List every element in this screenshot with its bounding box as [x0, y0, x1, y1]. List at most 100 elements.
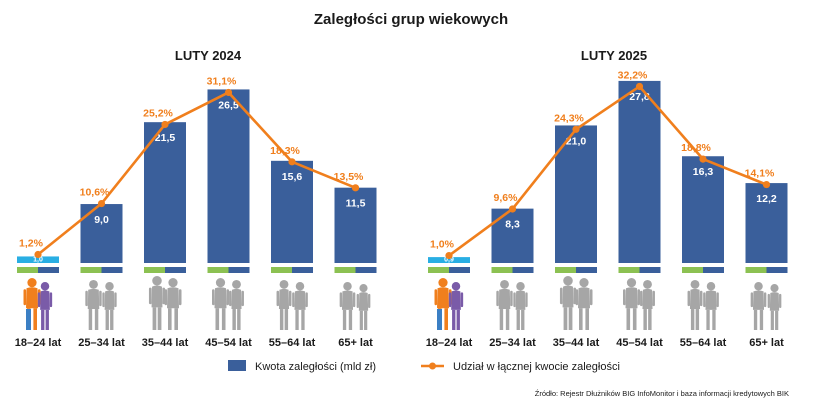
person-icon-right-arm-right — [114, 292, 117, 308]
share-point-2 — [97, 199, 106, 208]
share-point-3 — [572, 125, 580, 133]
strip-green-2 — [80, 267, 102, 273]
person-icon-right-leg-left — [643, 309, 647, 330]
person-icon-right-leg-right — [775, 310, 779, 330]
person-icon-left-torso — [151, 285, 163, 308]
strip-blue-3 — [165, 267, 186, 273]
person-icon-left-leg-right — [348, 309, 353, 330]
share-point-6 — [762, 180, 771, 189]
person-icon-young-woman-arm-right — [49, 292, 53, 308]
person-icon-right-arm-left — [575, 289, 579, 306]
person-icon-left-arm-right — [637, 289, 640, 306]
category-label: 25–34 lat — [489, 337, 536, 349]
category-label: 45–54 lat — [616, 337, 663, 349]
person-icon-right-leg-left — [516, 309, 520, 330]
person-icon-left-arm-right — [226, 289, 229, 306]
strip-blue-4 — [639, 267, 661, 273]
person-icon-young-man-head — [438, 278, 448, 288]
person-icon-right-leg-right — [301, 309, 305, 330]
person-icon-left-arm-left — [559, 287, 563, 305]
share-line — [37, 91, 356, 256]
person-icon-young-woman-torso — [40, 290, 50, 310]
person-icon-left-arm-right — [573, 287, 577, 305]
person-icon-left-head — [500, 280, 509, 289]
chart-panels: LUTY 2024 1,0 9,0 21,5 26,5 15,6 11,5 1,2% 10,6%… — [15, 48, 788, 349]
category-label: 35–44 lat — [142, 337, 189, 349]
person-icon-left-head — [152, 276, 162, 286]
person-icon-young-woman-arm-left — [37, 292, 41, 308]
bar-value-label: 1,0 — [33, 257, 43, 264]
category-label: 55–64 lat — [680, 337, 727, 349]
chart-panel-2: LUTY 20250,98,321,027,816,312,21,0%9,6%2… — [426, 48, 788, 349]
category-label: 45–54 lat — [205, 337, 252, 349]
person-icon-right-head — [232, 280, 241, 289]
person-icon-left-leg-right — [94, 309, 99, 330]
person-icon-right-arm-right — [589, 289, 593, 306]
bar-value-label: 11,5 — [346, 198, 366, 210]
person-icon-young-woman-torso — [451, 290, 461, 310]
person-icon-right-arm-right — [716, 292, 719, 308]
bar-6 — [745, 183, 788, 263]
share-value-label: 10,6% — [80, 187, 110, 199]
person-icon-jeans — [26, 309, 31, 330]
strip-green-4 — [618, 267, 640, 273]
people-icon-group-6 — [750, 282, 782, 330]
person-icon-young-man-head — [27, 278, 37, 288]
people-icon-group-3 — [559, 276, 593, 330]
person-icon-left-leg-right — [505, 309, 510, 330]
person-icon-young-man-arm-left — [23, 289, 27, 306]
person-icon-left — [339, 282, 356, 330]
person-icon-right-leg-left — [359, 310, 363, 330]
person-icon-jeans — [437, 309, 442, 330]
share-point-2 — [508, 205, 517, 213]
person-icon-right-leg-right — [712, 309, 716, 330]
person-icon-right-head — [168, 278, 178, 288]
person-icon-young-man-leg-right — [33, 308, 37, 330]
person-icon-left — [623, 278, 640, 330]
strip-green-6 — [745, 267, 767, 273]
people-icon-group-4 — [623, 278, 655, 330]
strip-green-1 — [17, 267, 38, 273]
share-value-label: 31,1% — [207, 75, 237, 87]
category-label: 18–24 lat — [15, 337, 62, 349]
person-icon-right-torso — [294, 290, 306, 310]
person-icon-left-head — [754, 282, 763, 291]
person-icon-right-arm-left — [703, 292, 706, 308]
people-icon-group-6 — [339, 282, 371, 330]
person-icon-left-torso — [689, 288, 701, 310]
person-icon-right-head — [105, 282, 114, 291]
legend-line-label: Udział w łącznej kwocie zaległości — [453, 361, 620, 373]
person-icon-right-head — [643, 280, 652, 289]
person-icon-left-leg-left — [215, 308, 220, 330]
person-icon-left-head — [89, 280, 98, 289]
person-icon-left-arm-left — [212, 289, 215, 306]
share-line — [448, 85, 767, 257]
person-icon-left-arm-left — [496, 290, 499, 307]
bar-3 — [144, 122, 186, 263]
bar-value-label: 12,2 — [756, 193, 777, 205]
strip-green-5 — [271, 267, 292, 273]
people-icon-group-3 — [148, 276, 182, 330]
bar-value-label: 15,6 — [282, 171, 303, 183]
person-icon-right-head — [579, 278, 589, 288]
person-icon-right-arm-left — [292, 292, 295, 308]
person-icon-left-torso — [625, 287, 638, 309]
person-icon-right-arm-right — [368, 293, 371, 309]
bar-4 — [618, 80, 661, 263]
legend-bar-swatch — [228, 360, 246, 371]
person-icon-left-leg-left — [88, 309, 93, 330]
person-icon-left-leg-left — [690, 309, 695, 330]
person-icon-right-arm-left — [640, 290, 643, 307]
person-icon-right — [767, 284, 782, 330]
strip-green-5 — [682, 267, 703, 273]
strip-blue-3 — [576, 267, 597, 273]
person-icon-left — [148, 276, 166, 330]
person-icon-right-leg-left — [168, 308, 172, 330]
person-icon-left-leg-right — [284, 309, 289, 330]
person-icon-right-torso — [167, 287, 179, 309]
person-icon-right-torso — [358, 292, 369, 311]
category-label: 65+ lat — [338, 337, 373, 349]
person-icon-left-leg-right — [759, 309, 764, 330]
person-icon-right-torso — [705, 290, 717, 310]
